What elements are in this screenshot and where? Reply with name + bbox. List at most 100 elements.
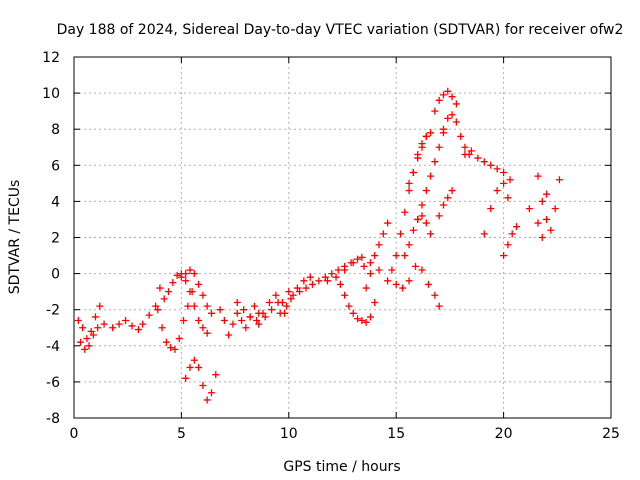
series-arc-late xyxy=(534,172,563,234)
data-point xyxy=(94,324,102,332)
data-point xyxy=(452,118,460,126)
data-point xyxy=(207,389,215,397)
data-point xyxy=(315,277,323,285)
data-point xyxy=(334,266,342,274)
data-point xyxy=(504,194,512,202)
data-point xyxy=(203,329,211,337)
data-point xyxy=(362,318,370,326)
data-point xyxy=(427,129,435,137)
data-point xyxy=(186,363,194,371)
data-point xyxy=(134,326,142,334)
data-point xyxy=(162,338,170,346)
data-point xyxy=(467,147,475,155)
data-point xyxy=(212,371,220,379)
data-point xyxy=(199,324,207,332)
x-tick-label: 5 xyxy=(177,426,186,442)
data-point xyxy=(396,230,404,238)
data-point xyxy=(139,320,147,328)
y-tick-label: 10 xyxy=(42,86,60,102)
data-point xyxy=(195,280,203,288)
data-point xyxy=(375,266,383,274)
series-arc-16h xyxy=(414,129,447,223)
data-point xyxy=(480,158,488,166)
data-point xyxy=(268,306,276,314)
data-point xyxy=(362,284,370,292)
series-arc-15h-upper xyxy=(405,132,430,187)
data-point xyxy=(388,266,396,274)
data-point xyxy=(366,270,374,278)
series-arc-20h-rise xyxy=(500,223,520,260)
y-tick-label: 4 xyxy=(51,194,60,210)
data-point xyxy=(199,382,207,390)
data-point xyxy=(371,252,379,260)
data-point xyxy=(190,356,198,364)
x-axis-label: GPS time / hours xyxy=(283,459,400,475)
series-arc-10h xyxy=(276,255,368,317)
data-point xyxy=(448,187,456,195)
series-arc-16h-mid xyxy=(401,212,435,260)
data-point xyxy=(283,302,291,310)
data-point xyxy=(300,277,308,285)
data-point xyxy=(392,280,400,288)
data-point xyxy=(427,230,435,238)
data-point xyxy=(229,320,237,328)
data-point xyxy=(173,271,181,279)
data-point xyxy=(409,226,417,234)
data-point xyxy=(500,252,508,260)
data-point xyxy=(154,306,162,314)
data-point xyxy=(435,302,443,310)
data-point xyxy=(276,309,284,317)
data-point xyxy=(371,298,379,306)
y-axis-label: SDTVAR / TECUs xyxy=(7,180,23,295)
grid-lines xyxy=(74,57,611,418)
series-arc-13h xyxy=(323,253,392,285)
data-point xyxy=(427,172,435,180)
data-point xyxy=(328,270,336,278)
series-arc-4h-rise xyxy=(160,270,211,337)
data-point xyxy=(182,374,190,382)
data-point xyxy=(152,302,160,310)
data-point xyxy=(543,215,551,223)
data-point xyxy=(323,277,331,285)
data-point xyxy=(180,317,188,325)
data-point xyxy=(289,291,297,299)
series-arc-late-low xyxy=(525,190,559,241)
data-point xyxy=(431,291,439,299)
data-point xyxy=(418,212,426,220)
y-tick-label: 0 xyxy=(51,267,60,283)
data-point xyxy=(253,317,261,325)
chart-title: Day 188 of 2024, Sidereal Day-to-day VTE… xyxy=(57,22,624,38)
data-point xyxy=(302,284,310,292)
data-point xyxy=(444,87,452,95)
data-point xyxy=(285,288,293,296)
y-tick-label: 12 xyxy=(42,50,60,66)
data-point xyxy=(448,93,456,101)
data-point xyxy=(83,335,91,343)
data-point xyxy=(405,187,413,195)
data-point xyxy=(242,324,250,332)
x-axis: 0 5 10 15 20 25 xyxy=(70,57,620,442)
y-tick-label: -6 xyxy=(46,375,60,391)
data-point xyxy=(414,215,422,223)
data-point xyxy=(109,324,117,332)
data-point xyxy=(81,345,89,353)
data-point xyxy=(171,345,179,353)
series-arc-18h xyxy=(461,147,514,184)
data-point xyxy=(493,165,501,173)
data-point xyxy=(167,344,175,352)
data-point xyxy=(76,338,84,346)
data-point xyxy=(487,161,495,169)
data-point xyxy=(225,331,233,339)
data-point xyxy=(504,241,512,249)
data-point xyxy=(293,284,301,292)
data-point xyxy=(336,280,344,288)
data-point xyxy=(444,194,452,202)
data-point xyxy=(508,230,516,238)
data-point xyxy=(96,302,104,310)
data-point xyxy=(238,317,246,325)
data-point xyxy=(233,298,241,306)
data-point xyxy=(265,298,273,306)
series-arc-4h-dip xyxy=(154,288,196,353)
data-point xyxy=(500,179,508,187)
data-point xyxy=(186,266,194,274)
